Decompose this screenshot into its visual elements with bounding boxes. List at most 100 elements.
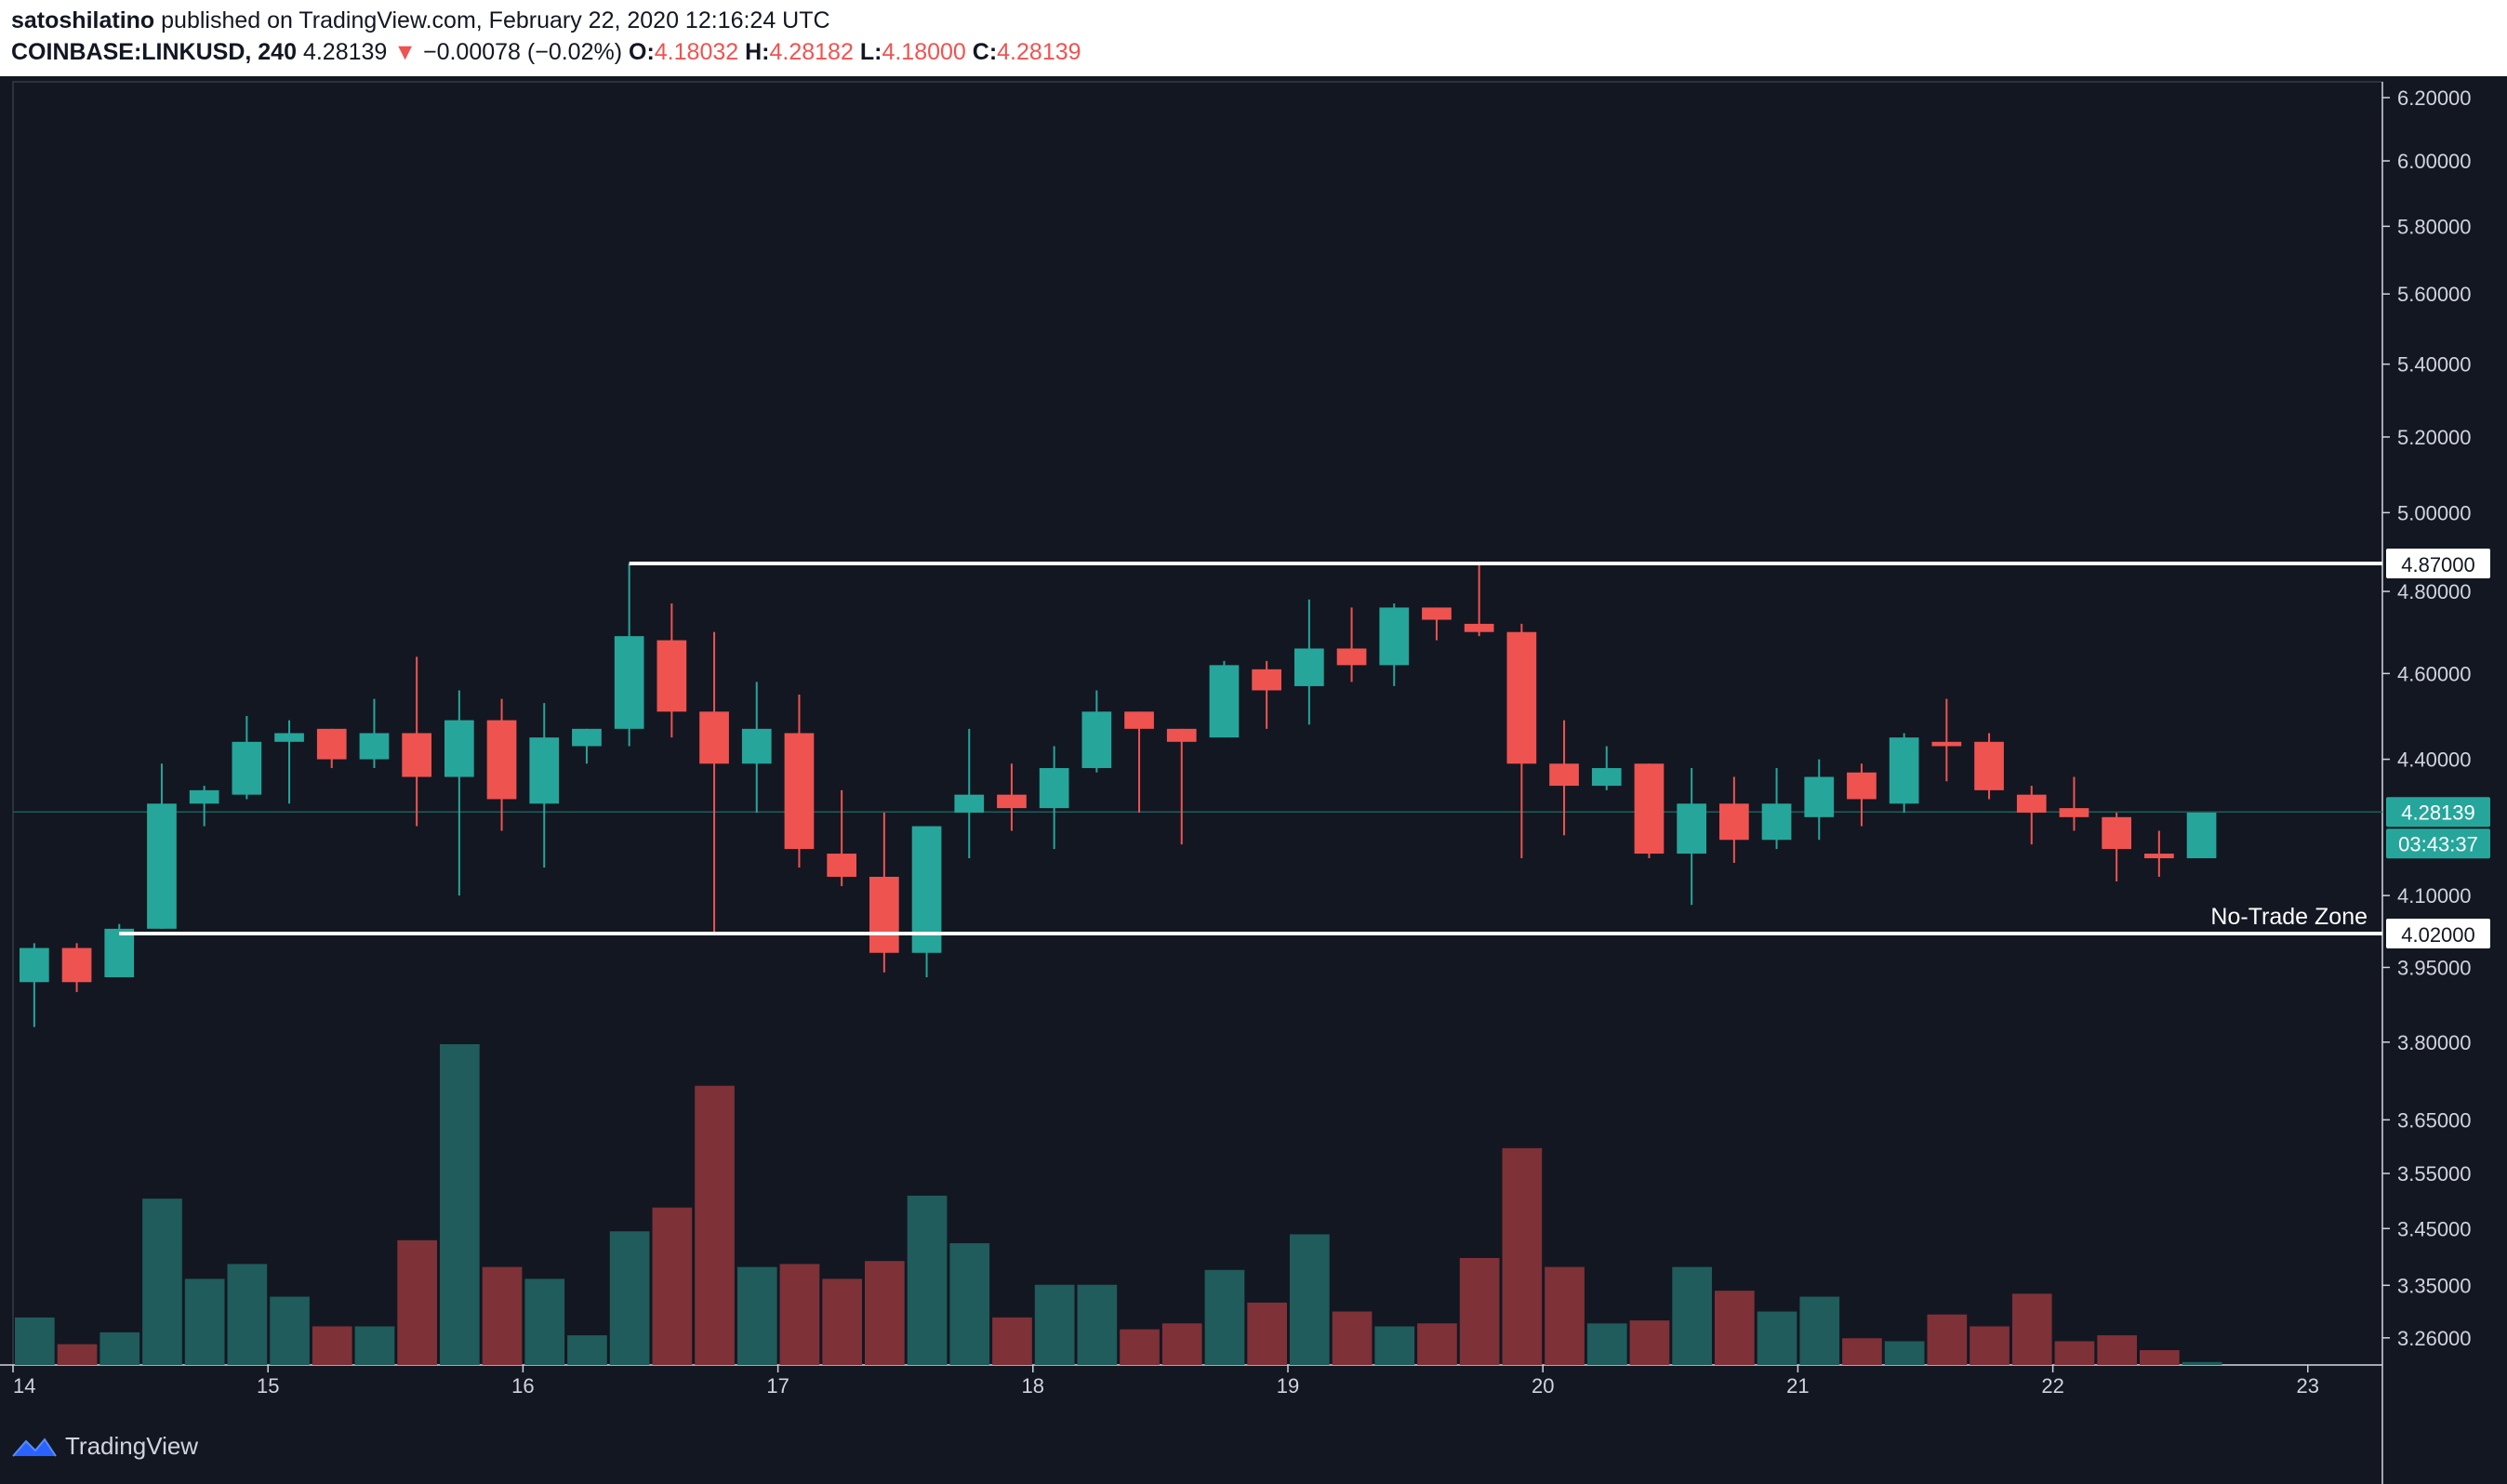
candle-body <box>657 640 687 712</box>
symbol-label[interactable]: COINBASE:LINKUSD, 240 <box>11 39 297 65</box>
candle-body <box>1336 648 1367 666</box>
price-change: −0.00078 (−0.02%) <box>422 39 623 65</box>
price-chart[interactable]: 4.87000 4.02000 No-Trade Zone 6.20000 6.0000… <box>0 76 2507 1484</box>
high-label: H: <box>745 39 770 65</box>
volume-bar <box>1672 1266 1712 1365</box>
volume-bar <box>15 1317 55 1365</box>
candle-body <box>1209 665 1240 738</box>
candle-body <box>402 733 431 777</box>
candle-body <box>2186 812 2217 859</box>
candle-body <box>1294 648 1324 686</box>
brand-name: TradingView <box>65 1432 199 1460</box>
x-tick-label: 16 <box>511 1374 534 1398</box>
volume-bar <box>142 1199 182 1365</box>
volume-bar <box>2011 1293 2052 1365</box>
candle-body <box>1039 768 1069 809</box>
candle-body <box>61 947 92 983</box>
open-value: 4.18032 <box>654 39 739 65</box>
volume-bar <box>609 1231 650 1365</box>
candle-body <box>529 737 560 804</box>
volume-bar <box>2140 1350 2180 1365</box>
down-arrow-icon: ▼ <box>393 39 418 65</box>
volume-bar <box>184 1279 225 1365</box>
y-tick-label: 3.65000 <box>2397 1108 2472 1132</box>
volume-bar <box>822 1279 862 1365</box>
volume-bar <box>652 1207 693 1365</box>
open-label: O: <box>629 39 655 65</box>
candle-body <box>2102 816 2131 850</box>
volume-bar <box>1927 1314 1968 1365</box>
close-value: 4.28139 <box>997 39 1081 65</box>
volume-bar <box>2097 1335 2137 1365</box>
volume-bar <box>57 1344 98 1365</box>
volume-bar <box>1247 1302 1287 1365</box>
candle-body <box>1379 607 1410 666</box>
x-tick-label: 19 <box>1277 1374 1299 1398</box>
volume-bar <box>736 1266 777 1365</box>
volume-bar <box>1374 1326 1415 1365</box>
last-price-tag-label: 4.28139 <box>2401 801 2475 824</box>
y-tick-label: 5.00000 <box>2397 501 2472 524</box>
low-value: 4.18000 <box>882 39 966 65</box>
volume-bar <box>1459 1258 1500 1365</box>
candle-body <box>827 854 856 877</box>
volume-bar <box>312 1326 352 1365</box>
candle-body <box>2059 808 2089 817</box>
candle-body <box>232 741 262 795</box>
y-tick-label: 4.80000 <box>2397 580 2472 603</box>
candle-body <box>1422 607 1452 620</box>
candle-body <box>147 803 177 929</box>
volume-bar <box>99 1332 140 1365</box>
y-tick-label: 3.80000 <box>2397 1031 2472 1054</box>
y-tick-label: 4.10000 <box>2397 884 2472 908</box>
close-label: C: <box>972 39 998 65</box>
high-value: 4.28182 <box>769 39 854 65</box>
volume-bar <box>397 1239 437 1365</box>
y-tick-label: 4.40000 <box>2397 749 2472 772</box>
volume-bar <box>907 1195 948 1365</box>
candle-body <box>2016 794 2047 813</box>
published-text: published on TradingView.com, February 2… <box>161 7 830 33</box>
low-label: L: <box>859 39 882 65</box>
candle-body <box>359 733 390 760</box>
candle-body <box>869 876 899 953</box>
publisher-name[interactable]: satoshilatino <box>11 7 155 33</box>
candle-body <box>1506 631 1537 764</box>
candle-body <box>1081 711 1112 769</box>
x-tick-label: 23 <box>2297 1374 2319 1398</box>
volume-bar <box>1884 1341 1925 1365</box>
volume-bar <box>1502 1147 1543 1365</box>
candle-body <box>954 794 985 813</box>
candle-body <box>1761 803 1792 841</box>
volume-bar <box>2182 1361 2222 1365</box>
x-tick-label: 18 <box>1022 1374 1044 1398</box>
volume-bar <box>1715 1291 1755 1365</box>
volume-bar <box>949 1243 990 1365</box>
volume-bar <box>1970 1326 2010 1365</box>
volume-bar <box>1290 1234 1330 1365</box>
volume-bar <box>567 1335 607 1365</box>
candle-body <box>189 789 219 804</box>
level-label-box <box>2386 549 2490 578</box>
y-tick-label: 5.80000 <box>2397 215 2472 238</box>
volume-bar <box>227 1264 268 1365</box>
candle-body <box>699 711 729 764</box>
x-tick-label: 15 <box>257 1374 279 1398</box>
x-tick-label: 20 <box>1532 1374 1554 1398</box>
y-tick-label: 3.35000 <box>2397 1274 2472 1297</box>
volume-bar <box>1799 1296 1840 1365</box>
candle-body <box>104 928 135 977</box>
volume-bar <box>1842 1338 1882 1365</box>
volume-bar <box>524 1279 565 1365</box>
volume-bar <box>1757 1311 1797 1365</box>
y-tick-label: 5.40000 <box>2397 353 2472 377</box>
volume-bar <box>354 1326 395 1365</box>
volume-bar <box>482 1266 523 1365</box>
volume-bar <box>1204 1269 1245 1365</box>
tradingview-brand[interactable]: TradingView <box>11 1432 198 1461</box>
candle-body <box>1974 741 2004 790</box>
level-label-box <box>2386 919 2490 948</box>
volume-bar <box>1545 1266 1585 1365</box>
volume-bar <box>270 1296 310 1365</box>
publish-line: satoshilatino published on TradingView.c… <box>11 7 830 34</box>
